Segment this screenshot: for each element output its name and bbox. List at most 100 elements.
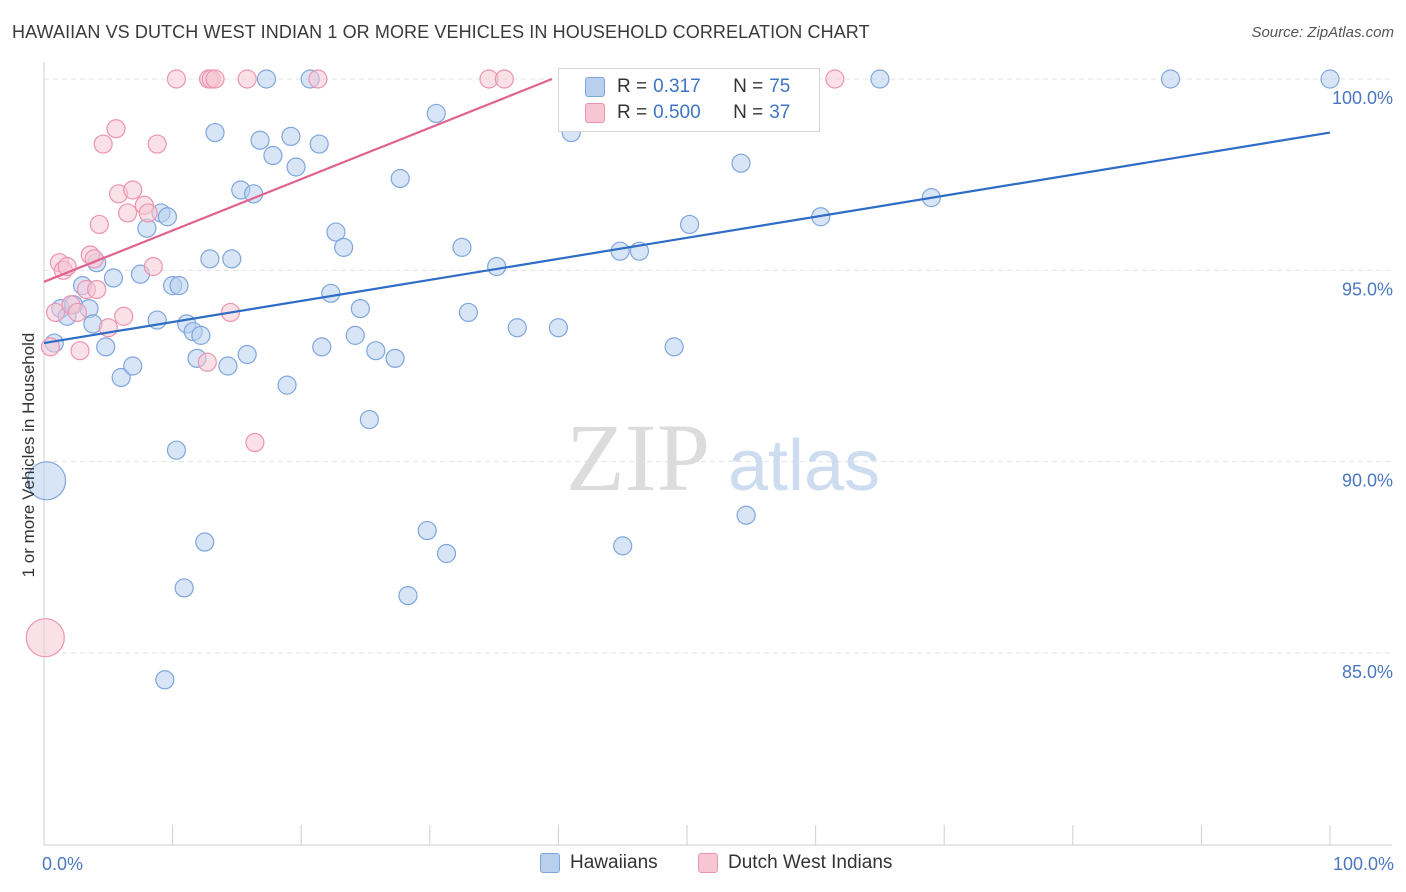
hawaiians-point bbox=[870, 69, 890, 89]
dutch-west-indians-point bbox=[114, 306, 134, 326]
x-tick-label: 100.0% bbox=[1333, 854, 1394, 874]
legend-row-dutch-west-indians: R = 0.500 N = 37 bbox=[585, 100, 790, 126]
hawaiians-point bbox=[350, 299, 370, 319]
dutch-west-indians-point bbox=[117, 203, 138, 223]
legend-r-value: 0.500 bbox=[653, 102, 701, 123]
hawaiians-point bbox=[487, 256, 507, 277]
y-axis-label: 1 or more Vehicles in Household bbox=[19, 333, 38, 578]
hawaiians-point bbox=[334, 237, 354, 257]
hawaiians-point bbox=[169, 276, 189, 296]
trendlines bbox=[43, 77, 1331, 345]
dutch-west-indians-point bbox=[205, 69, 225, 89]
hawaiians-point bbox=[309, 134, 329, 154]
legend-row-hawaiians: R = 0.317 N = 75 bbox=[585, 74, 790, 100]
hawaiians-point bbox=[191, 325, 211, 345]
legend-n-label: N = bbox=[733, 76, 764, 97]
legend-n-value: 75 bbox=[769, 76, 791, 97]
hawaiians-point bbox=[174, 578, 194, 598]
hawaiians-point bbox=[222, 249, 242, 269]
hawaiians-point bbox=[205, 122, 225, 143]
legend-swatch-blue bbox=[585, 77, 605, 97]
hawaiians-point bbox=[452, 237, 472, 257]
legend-n-label: N = bbox=[733, 102, 764, 123]
hawaiians-point bbox=[312, 337, 332, 357]
axes: 100.0% 95.0% 90.0% 85.0% 0.0% 100.0% bbox=[42, 62, 1394, 874]
dutch-west-indians-point bbox=[93, 134, 113, 154]
x-tick-label: 0.0% bbox=[42, 854, 83, 874]
dutch-west-indians-point bbox=[147, 134, 167, 154]
hawaiians-point bbox=[1320, 69, 1340, 89]
series-swatch-blue bbox=[540, 853, 560, 873]
hawaiians-point bbox=[321, 283, 341, 303]
hawaiians-point bbox=[263, 145, 283, 166]
hawaiians-point bbox=[679, 214, 700, 235]
dutch-west-indians-point bbox=[494, 69, 514, 89]
watermark-zip: ZIP bbox=[566, 404, 710, 511]
dutch-west-indians-trendline bbox=[43, 77, 553, 283]
hawaiians-point bbox=[507, 318, 527, 338]
hawaiians-point bbox=[195, 532, 215, 552]
gridlines bbox=[44, 78, 1392, 654]
hawaiians-point bbox=[326, 222, 346, 242]
hawaiians-point bbox=[359, 409, 379, 430]
dutch-west-indians-point bbox=[166, 69, 187, 89]
dutch-west-indians-point bbox=[106, 119, 126, 139]
dutch-west-indians-point bbox=[89, 214, 109, 235]
hawaiians-point bbox=[345, 325, 365, 345]
hawaiians-point bbox=[200, 249, 220, 269]
dutch-west-indians-point bbox=[87, 279, 107, 300]
hawaiians-point bbox=[123, 356, 143, 376]
zipatlas-watermark: ZIP atlas bbox=[566, 404, 880, 511]
series-legend: Hawaiians Dutch West Indians bbox=[0, 852, 1406, 878]
y-tick-label: 100.0% bbox=[1332, 88, 1393, 108]
hawaiians-point bbox=[26, 461, 67, 501]
hawaiians-point bbox=[385, 348, 405, 368]
hawaiians-point bbox=[277, 375, 297, 395]
legend-n-value: 37 bbox=[769, 102, 791, 123]
y-tick-label: 90.0% bbox=[1342, 471, 1393, 491]
hawaiians-point bbox=[218, 356, 238, 376]
hawaiians-point bbox=[436, 543, 457, 564]
dutch-west-indians-point bbox=[67, 302, 88, 323]
dutch-west-indians-point bbox=[143, 256, 163, 277]
hawaiians-point bbox=[458, 302, 478, 323]
series-swatch-pink bbox=[698, 853, 718, 873]
hawaiians-point bbox=[157, 207, 178, 227]
dutch-west-indians-point bbox=[25, 618, 65, 658]
hawaiians-point bbox=[103, 268, 124, 288]
hawaiians-point bbox=[548, 318, 569, 338]
dutch-west-indians-point bbox=[308, 69, 328, 89]
dutch-west-indians-point bbox=[45, 302, 66, 323]
hawaiians-point bbox=[736, 505, 756, 525]
hawaiians-point bbox=[426, 103, 446, 124]
chart-title: HAWAIIAN VS DUTCH WEST INDIAN 1 OR MORE … bbox=[12, 22, 870, 42]
dutch-west-indians-point bbox=[70, 341, 90, 361]
legend-r-label: R = bbox=[617, 102, 648, 123]
dutch-west-indians-point bbox=[197, 352, 217, 372]
source-credit: Source: ZipAtlas.com bbox=[1251, 24, 1394, 41]
hawaiians-point bbox=[390, 168, 410, 189]
series-legend-dutch-west-indians[interactable]: Dutch West Indians bbox=[698, 852, 892, 874]
dutch-west-indians-point bbox=[123, 180, 143, 200]
hawaiians-point bbox=[366, 341, 386, 361]
hawaiians-point bbox=[1160, 69, 1181, 89]
hawaiians-point bbox=[417, 520, 437, 541]
hawaiians-point bbox=[613, 536, 633, 556]
legend-swatch-pink bbox=[585, 103, 605, 123]
hawaiians-point bbox=[610, 241, 630, 261]
legend-r-value: 0.317 bbox=[653, 76, 701, 97]
correlation-legend: R = 0.317 N = 75 R = 0.500 N = 37 bbox=[558, 68, 820, 132]
y-tick-label: 85.0% bbox=[1342, 662, 1393, 682]
dutch-west-indians-point bbox=[138, 203, 158, 223]
dutch-west-indians-point bbox=[825, 69, 845, 89]
y-tick-label: 95.0% bbox=[1342, 279, 1393, 299]
hawaiians-point bbox=[664, 337, 684, 357]
hawaiians-trendline bbox=[43, 131, 1331, 345]
hawaiians-point bbox=[286, 157, 306, 177]
hawaiians-point bbox=[111, 367, 131, 388]
dutch-west-indians-point bbox=[237, 69, 257, 89]
series-legend-hawaiians[interactable]: Hawaiians bbox=[540, 852, 658, 874]
hawaiians-point bbox=[281, 126, 301, 146]
dutch-west-indians-point bbox=[245, 432, 265, 453]
